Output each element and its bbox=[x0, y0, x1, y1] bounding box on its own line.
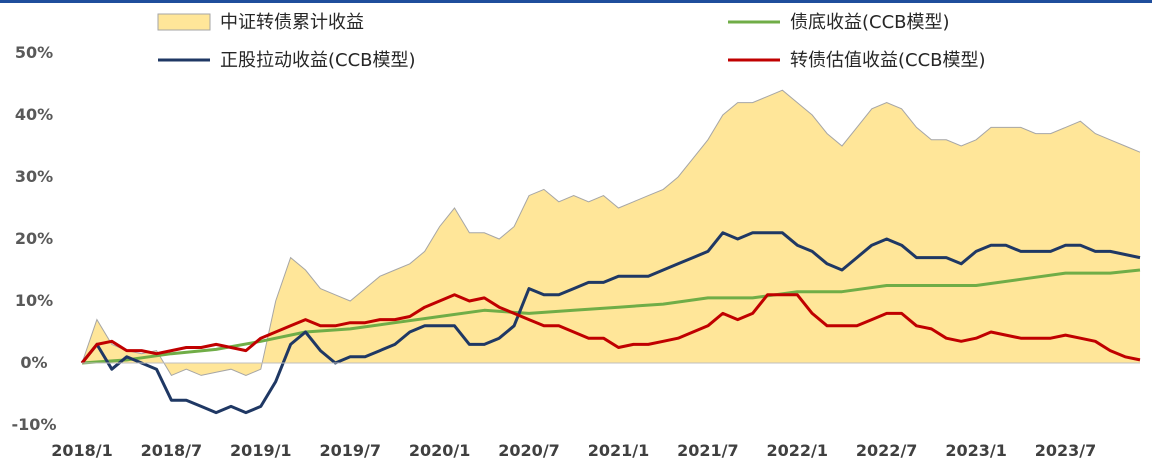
y-tick-label: 20% bbox=[15, 229, 53, 248]
top-border bbox=[0, 0, 1152, 3]
legend-label: 转债估值收益(CCB模型) bbox=[790, 50, 986, 71]
x-tick-label: 2020/7 bbox=[498, 441, 560, 460]
x-tick-label: 2022/1 bbox=[767, 441, 829, 460]
legend-item: 债底收益(CCB模型) bbox=[728, 12, 950, 33]
x-tick-label: 2018/1 bbox=[51, 441, 113, 460]
x-tick-label: 2022/7 bbox=[856, 441, 918, 460]
legend-label: 债底收益(CCB模型) bbox=[790, 12, 950, 33]
y-tick-label: 0% bbox=[20, 353, 47, 372]
axis-layer: 50% 40% 30% 20% 10% 0% -10% 2018/1 2018/7 2019/1 2… bbox=[12, 43, 1140, 460]
x-tick-label: 2023/7 bbox=[1035, 441, 1097, 460]
x-tick-label: 2018/7 bbox=[141, 441, 203, 460]
x-tick-label: 2021/1 bbox=[588, 441, 650, 460]
x-tick-label: 2019/1 bbox=[230, 441, 292, 460]
line-series-3 bbox=[80, 293, 1141, 364]
y-tick-label: 40% bbox=[15, 105, 53, 124]
y-tick-label: 10% bbox=[15, 291, 53, 310]
area-layer bbox=[81, 89, 1141, 377]
legend-label: 中证转债累计收益 bbox=[220, 12, 364, 33]
line-series-2 bbox=[80, 231, 1141, 415]
line-series-1 bbox=[81, 268, 1141, 365]
legend-label: 正股拉动收益(CCB模型) bbox=[220, 50, 416, 71]
legend-item: 中证转债累计收益 bbox=[157, 12, 364, 33]
legend-item: 正股拉动收益(CCB模型) bbox=[158, 50, 416, 71]
y-tick-label: 50% bbox=[15, 43, 53, 62]
legend-item: 转债估值收益(CCB模型) bbox=[728, 50, 986, 71]
area-series-fill bbox=[82, 90, 1140, 376]
y-tick-label: -10% bbox=[12, 415, 57, 434]
x-tick-label: 2021/7 bbox=[677, 441, 739, 460]
y-tick-label: 30% bbox=[15, 167, 53, 186]
x-tick-label: 2020/1 bbox=[409, 441, 471, 460]
area-series-edge bbox=[81, 89, 1141, 377]
legend-swatch bbox=[157, 13, 211, 31]
legend: 中证转债累计收益 债底收益(CCB模型) 正股拉动收益(CCB模型) 转债估值收益(C… bbox=[157, 12, 986, 71]
line-layer bbox=[80, 231, 1141, 415]
x-tick-label: 2023/1 bbox=[945, 441, 1007, 460]
x-tick-label: 2019/7 bbox=[319, 441, 381, 460]
